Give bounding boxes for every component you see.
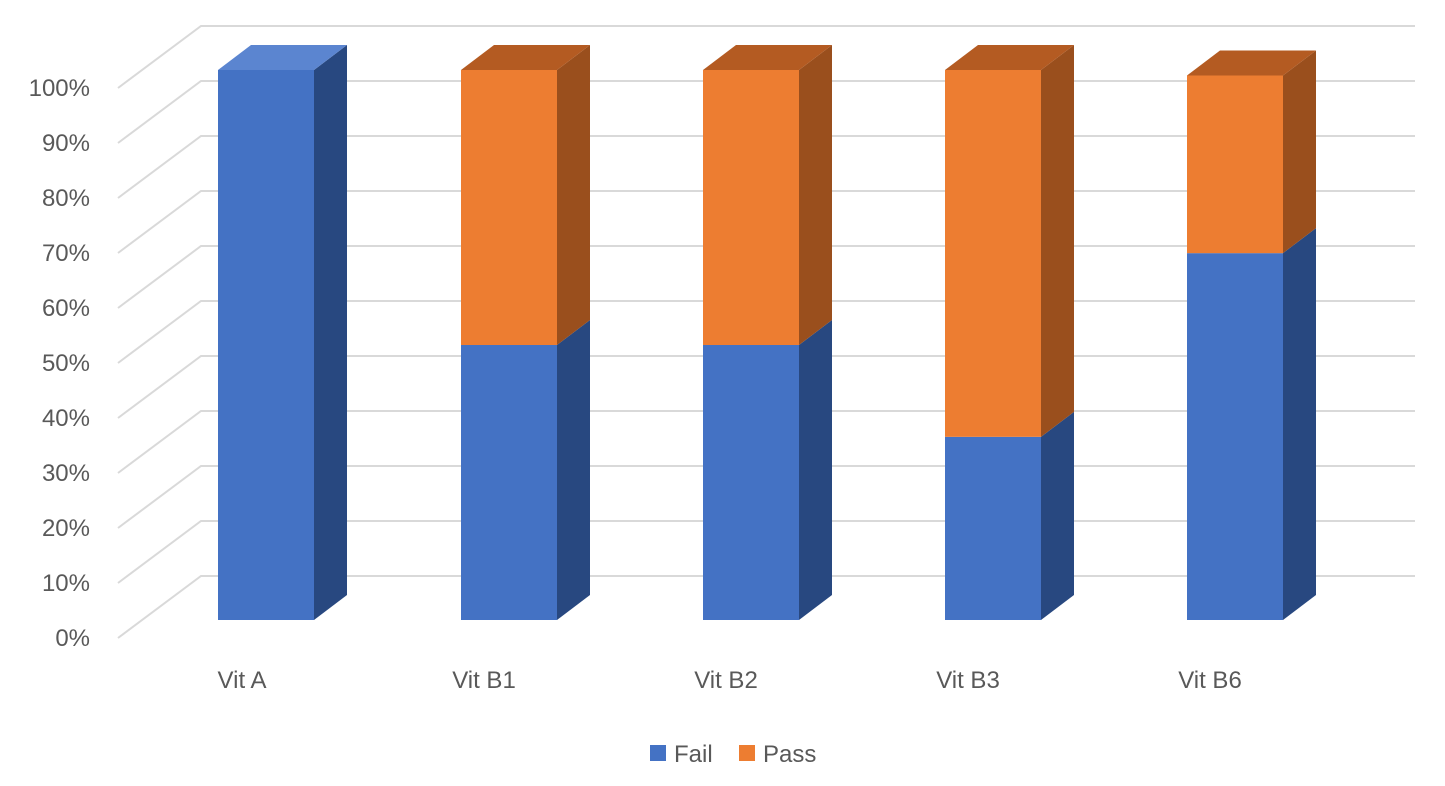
bar-top-face [1187, 50, 1316, 76]
bar-segment-fail [703, 320, 832, 620]
y-tick-label: 50% [42, 350, 90, 377]
bar-side-face [1041, 45, 1074, 437]
legend-swatch [650, 745, 666, 761]
legend-item-pass: Pass [739, 741, 816, 768]
bar-segment-fail [218, 45, 347, 620]
bar-front-face [1187, 75, 1283, 254]
bar-front-face [1187, 253, 1283, 620]
x-axis-category-labels: Vit A Vit B1 Vit B2 Vit B3 Vit B6 [218, 667, 1242, 694]
bar-side-face [557, 320, 590, 620]
bar-segment-pass [1187, 50, 1316, 254]
y-tick-label: 10% [42, 570, 90, 597]
bar-side-face [1283, 228, 1316, 620]
bar-front-face [945, 70, 1041, 437]
legend-item-fail: Fail [650, 741, 713, 768]
gridline [117, 25, 1415, 89]
y-tick-label: 20% [42, 515, 90, 542]
bar-segment-fail [461, 320, 590, 620]
bar-side-face [799, 320, 832, 620]
bar-segment-pass [461, 45, 590, 345]
x-category-label: Vit B3 [936, 667, 1000, 694]
bar-top-face [945, 45, 1074, 70]
bars [218, 45, 1316, 620]
x-category-label: Vit B1 [452, 667, 516, 694]
x-category-label: Vit A [218, 667, 267, 694]
bar-segment-pass [945, 45, 1074, 437]
bar-top-face [218, 45, 347, 70]
bar-top-face [461, 45, 590, 70]
y-tick-label: 100% [29, 75, 90, 102]
bar-segment-pass [703, 45, 832, 345]
legend: Fail Pass [650, 741, 816, 768]
legend-label: Pass [763, 741, 816, 768]
x-category-label: Vit B2 [694, 667, 758, 694]
bar-side-face [799, 45, 832, 345]
x-category-label: Vit B6 [1178, 667, 1242, 694]
y-tick-label: 40% [42, 405, 90, 432]
bar-front-face [461, 70, 557, 345]
bar-front-face [703, 345, 799, 620]
bar-side-face [314, 45, 347, 620]
bar-segment-fail [1187, 228, 1316, 620]
y-tick-label: 60% [42, 295, 90, 322]
y-tick-label: 70% [42, 240, 90, 267]
bar-side-face [1283, 50, 1316, 254]
bar-top-face [703, 45, 832, 70]
legend-swatch [739, 745, 755, 761]
bar-front-face [461, 345, 557, 620]
bar-side-face [557, 45, 590, 345]
y-tick-label: 30% [42, 460, 90, 487]
y-tick-label: 0% [55, 625, 90, 652]
bar-front-face [218, 70, 314, 620]
bar-segment-fail [945, 411, 1074, 620]
legend-label: Fail [674, 741, 713, 768]
y-tick-label: 80% [42, 185, 90, 212]
bar-front-face [945, 436, 1041, 620]
bar-front-face [703, 70, 799, 345]
bar-side-face [1041, 411, 1074, 620]
y-axis-tick-labels: 0% 10% 20% 30% 40% 50% 60% 70% 80% 90% 100% [29, 75, 90, 652]
y-tick-label: 90% [42, 130, 90, 157]
